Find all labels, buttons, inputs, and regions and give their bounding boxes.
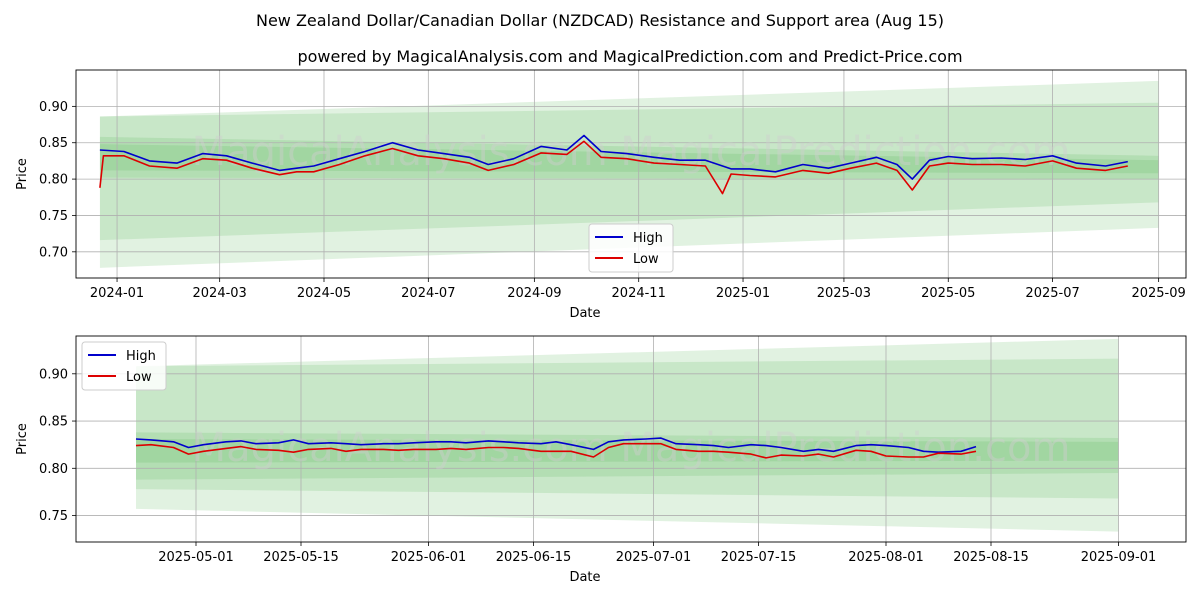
legend-label: Low <box>633 252 659 267</box>
watermark: MagicalAnalysis.com MagicalPrediction.co… <box>192 129 1071 175</box>
x-tick-label: 2024-11 <box>612 286 666 301</box>
top-panel: MagicalAnalysis.com MagicalPrediction.co… <box>15 69 1187 323</box>
x-tick-label: 2025-05-15 <box>263 550 339 565</box>
x-axis-label: Date <box>569 306 600 321</box>
legend-label: High <box>633 231 663 246</box>
resistance-support-band-1 <box>99 102 1159 241</box>
y-tick-label: 0.70 <box>39 245 68 260</box>
x-tick-label: 2024-09 <box>507 286 561 301</box>
x-tick-label: 2025-03 <box>817 286 871 301</box>
series-line-high <box>135 437 977 454</box>
x-tick-label: 2025-08-01 <box>848 550 924 565</box>
resistance-support-band-0 <box>136 338 1119 532</box>
y-tick-label: 0.75 <box>39 209 68 224</box>
chart-title: New Zealand Dollar/Canadian Dollar (NZDC… <box>256 11 944 30</box>
plot-frame <box>75 335 1187 543</box>
legend: High Low <box>81 341 167 391</box>
y-tick-label: 0.75 <box>39 509 68 524</box>
y-tick-label: 0.80 <box>39 462 68 477</box>
series-line-low <box>135 442 977 459</box>
x-tick-label: 2025-09-01 <box>1081 550 1157 565</box>
x-tick-label: 2024-07 <box>401 286 455 301</box>
y-tick-label: 0.85 <box>39 136 68 151</box>
y-axis-label: Price <box>15 158 30 190</box>
watermark: MagicalAnalysis.com MagicalPrediction.co… <box>192 425 1071 471</box>
x-tick-label: 2025-07-01 <box>616 550 692 565</box>
series-line-high <box>99 134 1128 180</box>
x-tick-label: 2025-08-15 <box>953 550 1029 565</box>
x-tick-label: 2025-07-15 <box>721 550 797 565</box>
legend-label: Low <box>126 370 152 385</box>
y-axis-label: Price <box>15 423 30 455</box>
bottom-panel: MagicalAnalysis.com MagicalPrediction.co… <box>15 335 1187 585</box>
x-tick-label: 2024-03 <box>193 286 247 301</box>
x-tick-label: 2025-07 <box>1025 286 1079 301</box>
plot-frame <box>75 69 1187 279</box>
x-axis-label: Date <box>569 570 600 585</box>
legend-label: High <box>126 349 156 364</box>
x-tick-label: 2024-01 <box>90 286 144 301</box>
resistance-support-band-0 <box>99 80 1159 268</box>
resistance-support-band-1 <box>136 358 1119 499</box>
y-tick-label: 0.90 <box>39 100 68 115</box>
x-tick-label: 2025-01 <box>716 286 770 301</box>
series-line-low <box>99 140 1128 195</box>
x-tick-label: 2025-05-01 <box>158 550 234 565</box>
y-tick-label: 0.85 <box>39 415 68 430</box>
x-tick-label: 2024-05 <box>297 286 351 301</box>
x-tick-label: 2025-06-01 <box>391 550 467 565</box>
x-tick-label: 2025-09 <box>1131 286 1185 301</box>
x-tick-label: 2025-05 <box>921 286 975 301</box>
chart-subtitle: powered by MagicalAnalysis.com and Magic… <box>297 47 962 66</box>
legend: High Low <box>588 223 674 273</box>
watermark: MagicalAnalysis.com MagicalPrediction.co… <box>192 277 1071 323</box>
x-tick-label: 2025-06-15 <box>496 550 572 565</box>
y-tick-label: 0.90 <box>39 367 68 382</box>
y-tick-label: 0.80 <box>39 173 68 188</box>
